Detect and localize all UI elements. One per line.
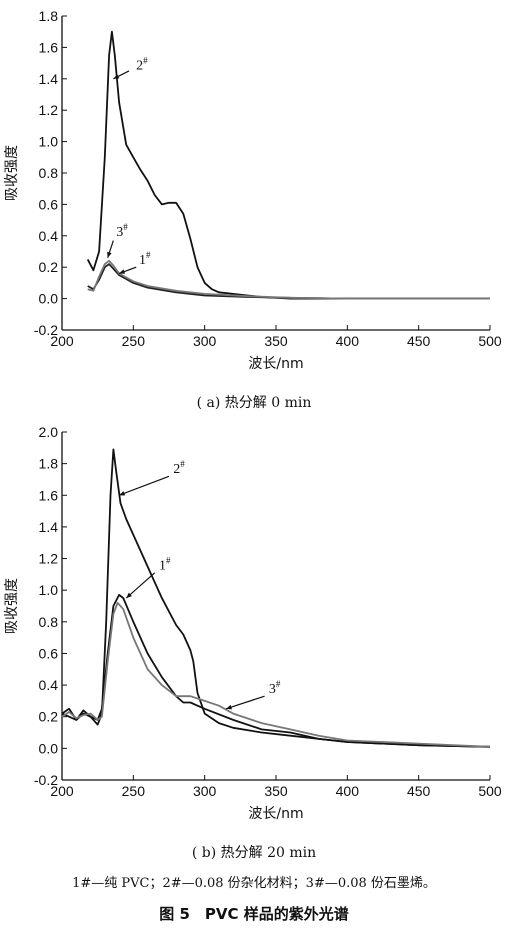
x-tick-label: 300 xyxy=(193,783,217,799)
y-tick-label: 0.6 xyxy=(39,196,59,212)
x-tick-label: 350 xyxy=(264,333,288,349)
y-tick-label: 0.0 xyxy=(39,740,59,756)
figure-title: 图 5 PVC 样品的紫外光谱 xyxy=(159,905,349,923)
chart-a: 200 250 300 350 400 450 500 -0.2 0.0 0.2 0.4 0.6 0.8… xyxy=(4,8,502,372)
chart-b-arrow-line xyxy=(125,572,156,599)
x-tick-label: 450 xyxy=(407,783,431,799)
y-tick-label: -0.2 xyxy=(34,322,58,338)
x-tick-label: 500 xyxy=(478,783,502,799)
series-annotation-2: 2# xyxy=(173,459,185,477)
y-tick-label: 0.4 xyxy=(39,677,59,693)
y-tick-label: 1.8 xyxy=(39,8,59,24)
series-annotation-3: 3# xyxy=(116,222,128,240)
y-tick-label: 1.0 xyxy=(39,582,59,598)
chart-b-arrow-head xyxy=(226,704,233,710)
x-tick-label: 200 xyxy=(50,333,74,349)
y-tick-label: 0.8 xyxy=(39,614,59,630)
x-axis-label: 波长/nm xyxy=(248,356,303,372)
y-tick-label: 2.0 xyxy=(39,424,59,440)
chart-b-arrow-line xyxy=(225,695,265,710)
y-tick-label: 0.8 xyxy=(39,165,59,181)
x-tick-label: 400 xyxy=(336,783,360,799)
chart-b: 200 250 300 350 400 450 500 -0.2 0.0 0.2 0.4 0.6 0.8… xyxy=(4,424,502,822)
y-tick-label: 0.2 xyxy=(39,709,59,725)
chart-b-arrow-head xyxy=(119,491,126,496)
chart-a-arrow-head xyxy=(113,74,120,79)
x-axis-label: 波长/nm xyxy=(248,806,303,822)
y-axis-label: 吸收强度 xyxy=(4,145,20,201)
y-tick-label: 1.2 xyxy=(39,102,59,118)
series-annotation-3: 3# xyxy=(269,679,281,697)
series-legend-note: 1#—纯 PVC；2#—0.08 份杂化材料；3#—0.08 份石墨烯。 xyxy=(72,876,436,891)
y-tick-label: 1.0 xyxy=(39,134,59,150)
y-tick-label: 1.6 xyxy=(39,487,59,503)
series-annotation-1: 1# xyxy=(159,556,171,574)
chart-a-arrow-head xyxy=(119,269,126,274)
series-line-2 xyxy=(61,448,491,748)
chart-a-arrow-head xyxy=(107,251,112,258)
series-annotation-1: 1# xyxy=(139,250,151,268)
y-tick-label: 0.0 xyxy=(39,291,59,307)
y-tick-label: 0.6 xyxy=(39,645,59,661)
x-tick-label: 450 xyxy=(407,333,431,349)
y-tick-label: 1.2 xyxy=(39,551,59,567)
series-line-1 xyxy=(87,263,490,300)
y-axis-label: 吸收强度 xyxy=(4,578,20,634)
subtitle-b: ( b) 热分解 20 min xyxy=(191,845,317,861)
x-tick-label: 250 xyxy=(122,333,146,349)
chart-b-arrow-line xyxy=(118,475,170,496)
y-tick-label: 0.4 xyxy=(39,228,59,244)
x-tick-label: 400 xyxy=(336,333,360,349)
y-tick-label: -0.2 xyxy=(34,772,58,788)
series-line-3 xyxy=(61,601,491,748)
x-tick-label: 350 xyxy=(264,783,288,799)
y-tick-label: 1.4 xyxy=(39,519,59,535)
chart-b-arrow-head xyxy=(126,592,132,599)
y-tick-label: 1.8 xyxy=(39,456,59,472)
x-tick-label: 250 xyxy=(122,783,146,799)
y-tick-label: 1.4 xyxy=(39,71,59,87)
x-tick-label: 500 xyxy=(478,333,502,349)
x-tick-label: 200 xyxy=(50,783,74,799)
series-annotation-2: 2# xyxy=(136,55,148,73)
x-tick-label: 300 xyxy=(193,333,217,349)
subtitle-a: ( a) 热分解 0 min xyxy=(196,395,312,411)
y-tick-label: 1.6 xyxy=(39,39,59,55)
y-tick-label: 0.2 xyxy=(39,259,59,275)
series-line-3 xyxy=(87,260,490,300)
